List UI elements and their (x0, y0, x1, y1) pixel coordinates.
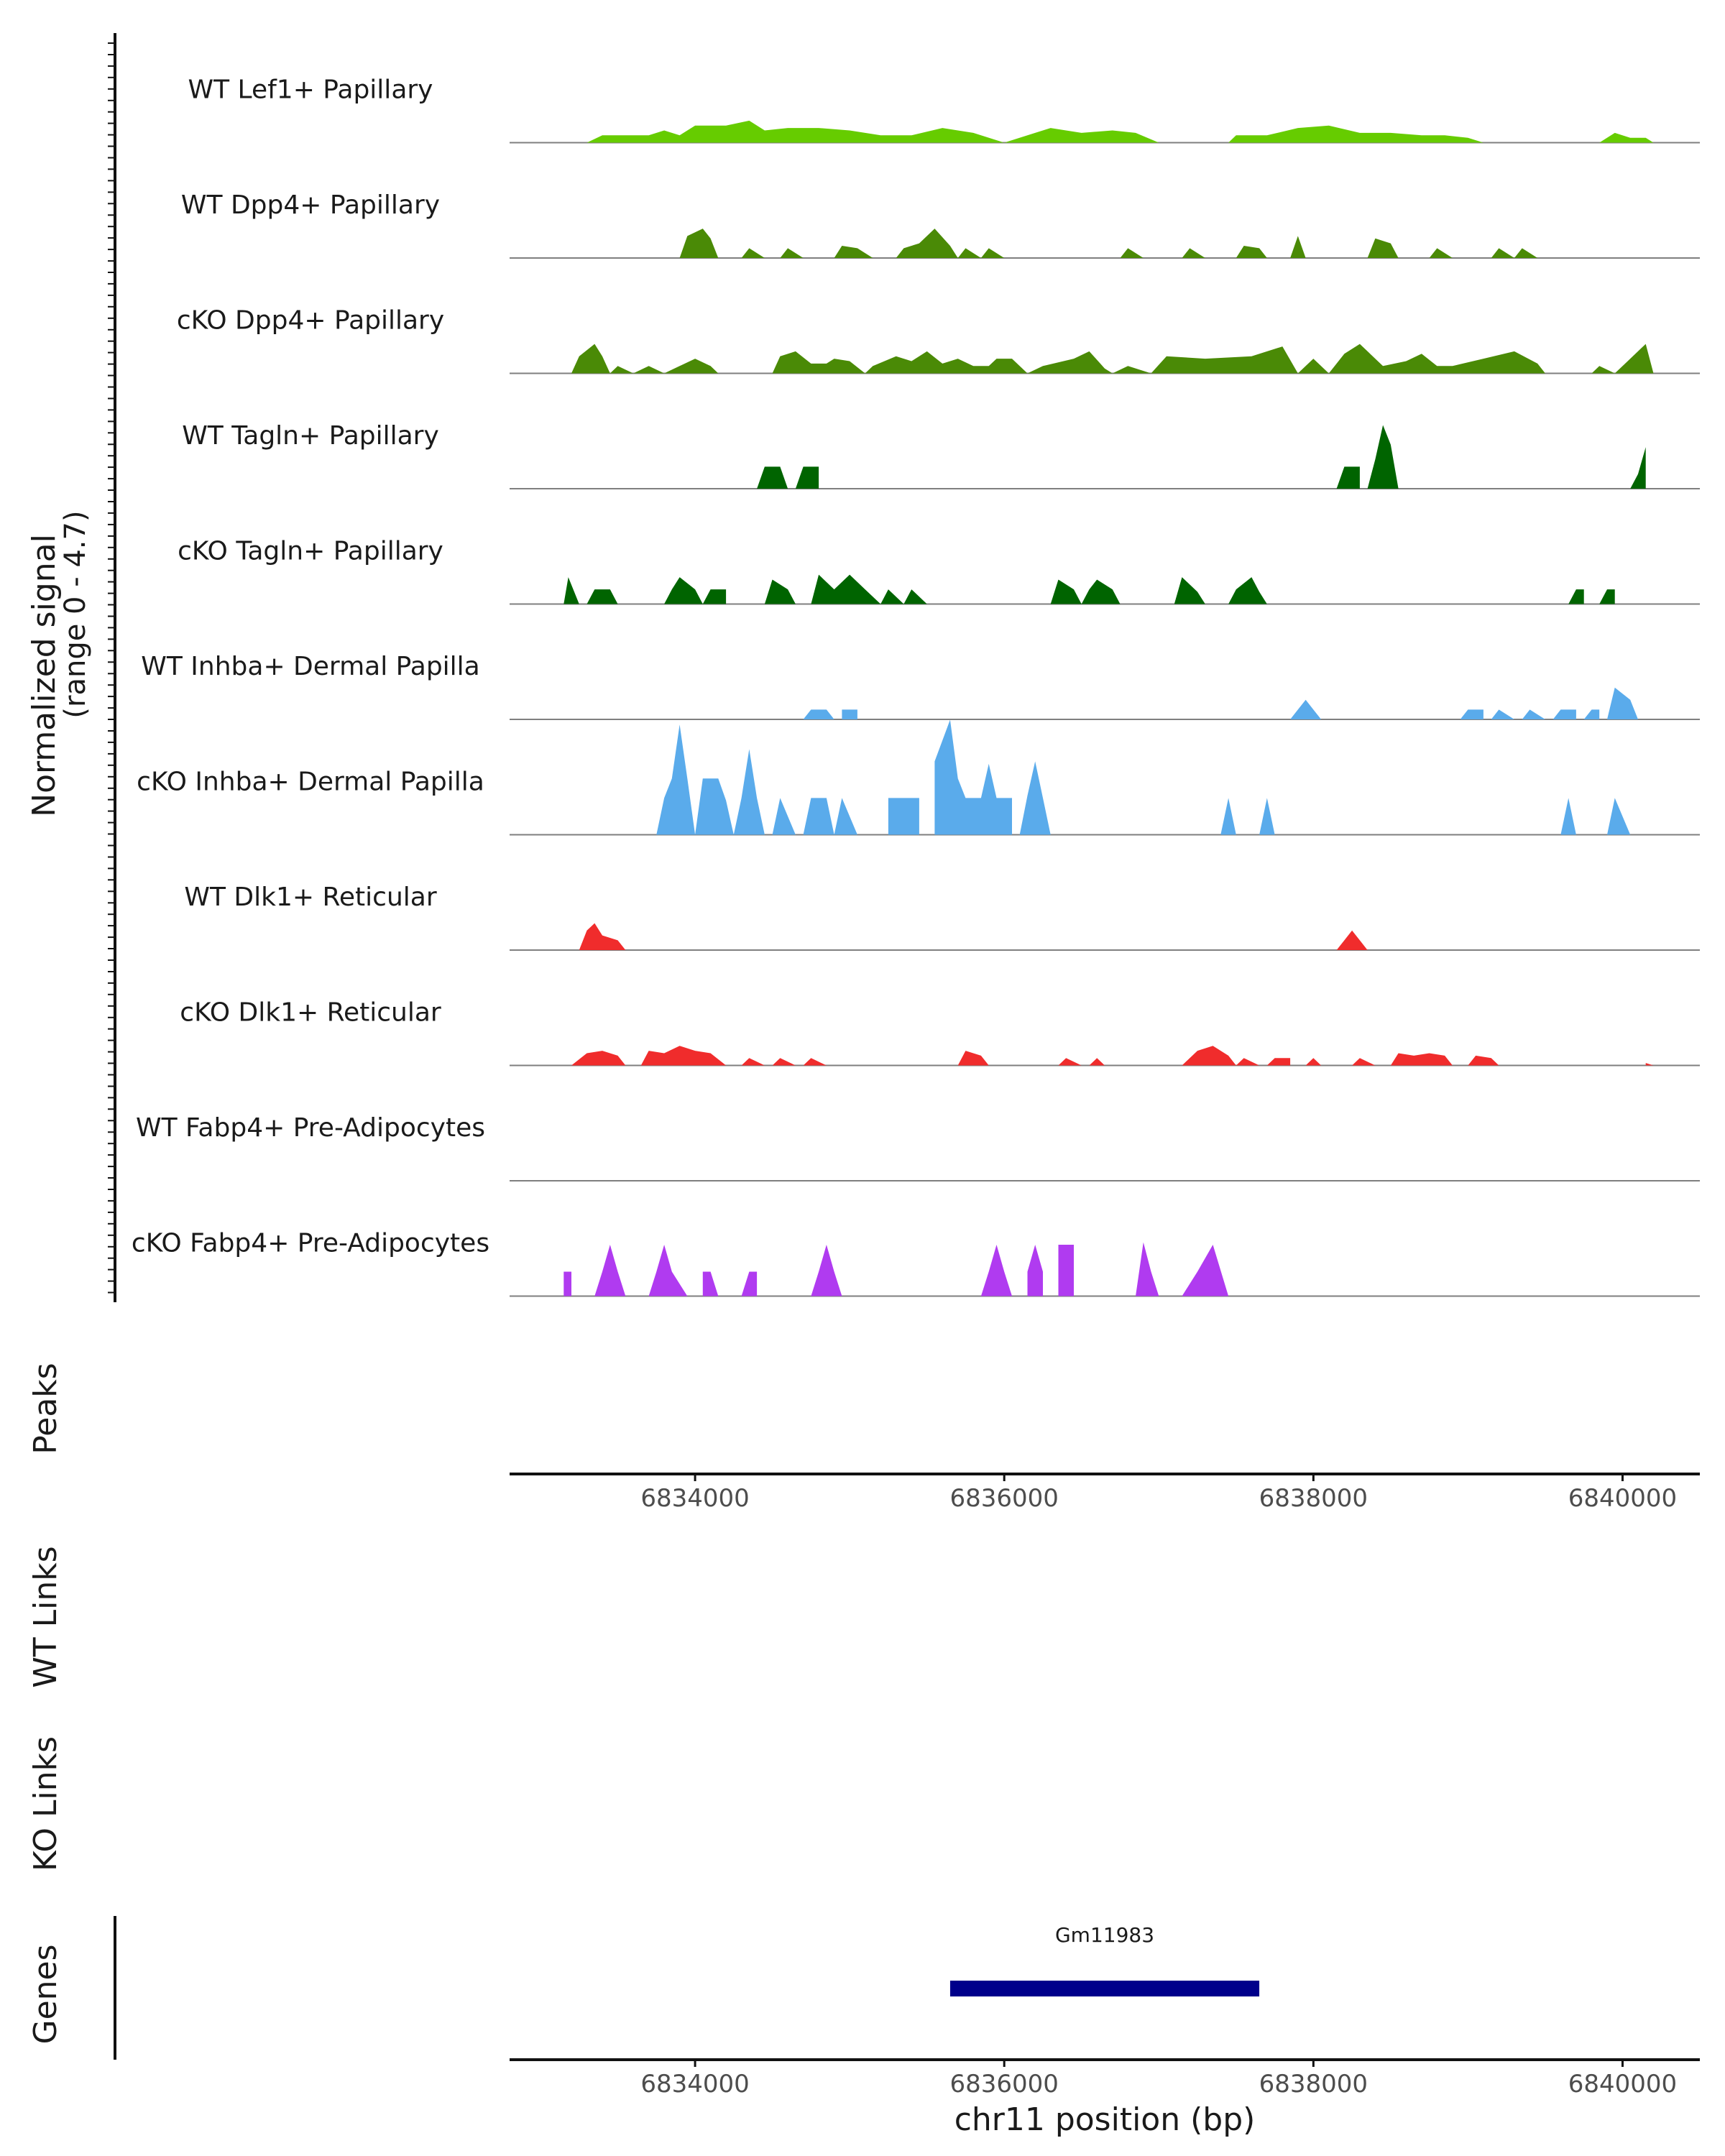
coverage-area (579, 923, 1368, 950)
coverage-area (679, 229, 1538, 258)
track-4: WT Tagln+ Papillary (182, 421, 1700, 489)
track-label: WT Dlk1+ Reticular (184, 883, 436, 912)
x-tick-label: 6836000 (949, 2070, 1058, 2099)
track-2: WT Dpp4+ Papillary (181, 190, 1700, 259)
gene-body (949, 1981, 1260, 1996)
y-axis-range-label: (range 0 - 4.7) (59, 510, 92, 718)
coverage-tracks: WT Lef1+ Papillary WT Dpp4+ Papillary cKO … (132, 75, 1700, 1297)
track-7: cKO Inhba+ Dermal Papilla (137, 719, 1700, 836)
track-5: cKO Tagln+ Papillary (178, 537, 1700, 605)
genes-track-label: Genes (27, 1944, 64, 2044)
track-label: WT Lef1+ Papillary (188, 75, 433, 105)
x-axis-title: chr11 position (bp) (954, 2101, 1256, 2138)
track-label: WT Inhba+ Dermal Papilla (141, 652, 479, 681)
ko-links-track-label: KO Links (27, 1736, 64, 1871)
track-9: cKO Dlk1+ Reticular (180, 998, 1700, 1067)
x-tick-label: 6838000 (1259, 2070, 1368, 2099)
signal-y-ticks (108, 42, 115, 1294)
track-label: cKO Fabp4+ Pre-Adipocytes (132, 1229, 489, 1258)
track-8: WT Dlk1+ Reticular (184, 883, 1700, 951)
x-tick-label: 6834000 (640, 2070, 749, 2099)
coverage-area (803, 687, 1638, 719)
x-tick-label: 6836000 (949, 1484, 1058, 1513)
track-6: WT Inhba+ Dermal Papilla (141, 652, 1700, 720)
x-tick-label: 6834000 (640, 1484, 749, 1513)
gene-annotations: Gm11983 (949, 1923, 1260, 1996)
coverage-area (571, 1046, 1654, 1066)
coverage-area (564, 574, 1615, 604)
coverage-area (656, 719, 1631, 835)
x-tick-label: 6838000 (1259, 1484, 1368, 1513)
peaks-x-axis: 6834000 6836000 6838000 6840000 (640, 1474, 1677, 1513)
track-label: WT Dpp4+ Papillary (181, 190, 440, 220)
gene-label: Gm11983 (1055, 1923, 1154, 1947)
genes-x-axis: 6834000 6836000 6838000 6840000 (640, 2060, 1677, 2099)
coverage-area (564, 1242, 1229, 1296)
track-label: WT Fabp4+ Pre-Adipocytes (136, 1113, 485, 1143)
signal-y-axis (108, 33, 116, 1302)
wt-links-track-label: WT Links (27, 1546, 64, 1687)
track-10: WT Fabp4+ Pre-Adipocytes (136, 1113, 1700, 1181)
track-label: cKO Inhba+ Dermal Papilla (137, 768, 484, 797)
track-label: cKO Dpp4+ Papillary (177, 306, 444, 336)
track-1: WT Lef1+ Papillary (188, 75, 1700, 144)
track-label: cKO Tagln+ Papillary (178, 537, 443, 566)
track-3: cKO Dpp4+ Papillary (177, 306, 1700, 374)
peaks-track-label: Peaks (27, 1363, 64, 1454)
track-11: cKO Fabp4+ Pre-Adipocytes (132, 1229, 1700, 1297)
x-tick-label: 6840000 (1568, 2070, 1677, 2099)
coverage-area (571, 344, 1654, 374)
coverage-area (757, 425, 1646, 489)
coverage-area (586, 120, 1654, 143)
x-tick-label: 6840000 (1568, 1484, 1677, 1513)
y-axis-title: Normalized signal (26, 534, 63, 817)
track-label: cKO Dlk1+ Reticular (180, 998, 441, 1028)
track-label: WT Tagln+ Papillary (182, 421, 439, 451)
